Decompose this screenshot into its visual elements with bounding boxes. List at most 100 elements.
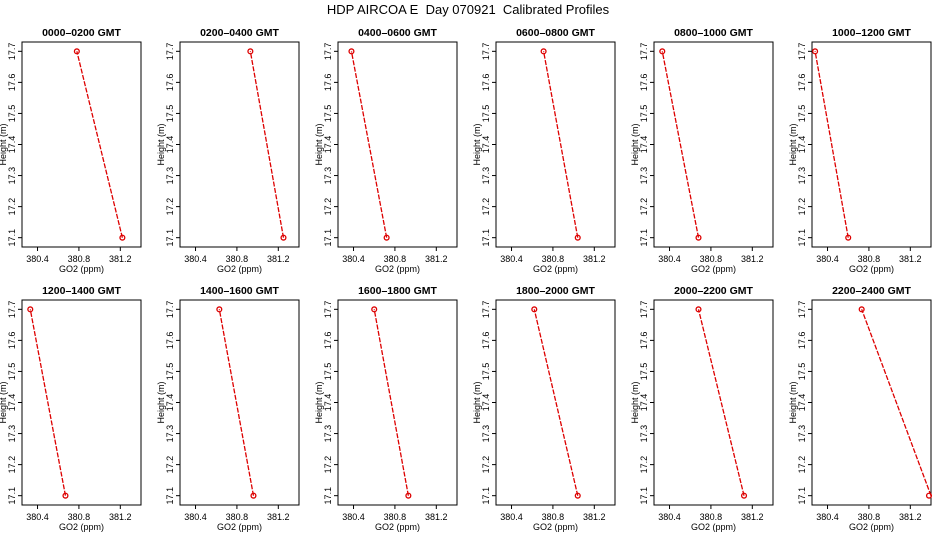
y-tick-label: 17.1	[639, 487, 649, 505]
plot-frame	[337, 41, 458, 248]
x-tick-label: 381.2	[583, 512, 606, 522]
y-axis-label: Height (m)	[0, 381, 8, 423]
y-axis-label: Height (m)	[314, 123, 324, 165]
x-tick-label: 381.2	[109, 254, 132, 264]
y-tick-label: 17.7	[797, 301, 807, 319]
y-axis-label: Height (m)	[788, 123, 798, 165]
panel-10: 1800–2000 GMT 17.1 17.2 17.3 17.4 17.5 17.6 17.…	[472, 285, 616, 532]
x-tick-label: 380.4	[500, 512, 523, 522]
x-tick-label: 381.2	[741, 254, 764, 264]
panel-title: 1000–1200 GMT	[832, 27, 911, 39]
data-point	[348, 48, 355, 55]
y-tick-label: 17.7	[639, 301, 649, 319]
y-tick-label: 17.7	[165, 43, 175, 61]
y-tick-label: 17.7	[639, 43, 649, 61]
plot-frame	[179, 299, 300, 506]
y-tick-label: 17.3	[797, 425, 807, 443]
x-axis-label: GO2 (ppm)	[533, 264, 578, 274]
x-axis-label: GO2 (ppm)	[691, 522, 736, 532]
y-tick-label: 17.3	[165, 167, 175, 185]
data-point	[574, 492, 581, 499]
x-tick-label: 381.2	[425, 512, 448, 522]
panel-2: 0200–0400 GMT 17.1 17.2 17.3 17.4 17.5 17.6 17.…	[156, 27, 300, 274]
panel-title: 0200–0400 GMT	[200, 27, 279, 39]
panel-8: 1400–1600 GMT 17.1 17.2 17.3 17.4 17.5 17.6 17.…	[156, 285, 300, 532]
y-tick-label: 17.6	[639, 332, 649, 350]
y-tick-label: 17.4	[323, 394, 333, 412]
y-tick-label: 17.2	[481, 456, 491, 474]
x-axis-label: GO2 (ppm)	[375, 522, 420, 532]
x-tick-label: 380.4	[184, 254, 207, 264]
y-tick-label: 17.2	[323, 198, 333, 216]
y-tick-label: 17.2	[165, 198, 175, 216]
panel-title: 0400–0600 GMT	[358, 27, 437, 39]
x-tick-label: 380.8	[700, 512, 723, 522]
panel-6: 1000–1200 GMT 17.1 17.2 17.3 17.4 17.5 17.6 17.…	[788, 27, 932, 274]
y-tick-label: 17.3	[7, 167, 17, 185]
data-point	[119, 234, 126, 241]
data-point	[812, 48, 819, 55]
series-line	[249, 51, 285, 238]
data-point	[695, 234, 702, 241]
panel-9: 1600–1800 GMT 17.1 17.2 17.3 17.4 17.5 17.6 17.…	[314, 285, 458, 532]
y-tick-label: 17.3	[481, 167, 491, 185]
y-axis-label: Height (m)	[630, 123, 640, 165]
y-tick-label: 17.4	[165, 394, 175, 412]
plot-frame	[653, 41, 774, 248]
panel-title: 0600–0800 GMT	[516, 27, 595, 39]
x-tick-label: 381.2	[109, 512, 132, 522]
y-tick-label: 17.6	[639, 74, 649, 92]
panel-title: 1800–2000 GMT	[516, 285, 595, 297]
y-tick-label: 17.4	[7, 136, 17, 154]
series-line	[814, 51, 849, 238]
x-axis-label: GO2 (ppm)	[375, 264, 420, 274]
x-tick-label: 381.2	[583, 254, 606, 264]
y-tick-label: 17.2	[165, 456, 175, 474]
series-line	[661, 51, 700, 238]
data-point	[845, 234, 852, 241]
x-tick-label: 381.2	[425, 254, 448, 264]
y-tick-label: 17.4	[639, 136, 649, 154]
y-tick-label: 17.6	[7, 74, 17, 92]
y-tick-label: 17.5	[797, 105, 807, 123]
data-point	[574, 234, 581, 241]
y-axis-label: Height (m)	[314, 381, 324, 423]
x-tick-label: 380.4	[26, 512, 49, 522]
panel-title: 0800–1000 GMT	[674, 27, 753, 39]
y-tick-label: 17.6	[165, 332, 175, 350]
panel-title: 2000–2200 GMT	[674, 285, 753, 297]
data-point	[925, 492, 933, 499]
y-tick-label: 17.5	[7, 363, 17, 381]
x-tick-label: 380.8	[858, 512, 881, 522]
y-tick-label: 17.7	[323, 301, 333, 319]
y-tick-label: 17.6	[323, 74, 333, 92]
y-tick-label: 17.5	[481, 363, 491, 381]
x-axis-label: GO2 (ppm)	[59, 264, 104, 274]
x-tick-label: 380.8	[68, 254, 91, 264]
y-tick-label: 17.5	[481, 105, 491, 123]
y-tick-label: 17.1	[481, 229, 491, 247]
x-axis-label: GO2 (ppm)	[217, 522, 262, 532]
y-tick-label: 17.6	[481, 74, 491, 92]
y-tick-label: 17.3	[165, 425, 175, 443]
panel-1: 0000–0200 GMT 17.1 17.2 17.3 17.4 17.5 17.6 17.…	[0, 27, 142, 274]
y-tick-label: 17.1	[7, 487, 17, 505]
y-tick-label: 17.4	[165, 136, 175, 154]
data-point	[659, 48, 666, 55]
y-axis-label: Height (m)	[472, 123, 482, 165]
x-tick-label: 380.4	[658, 254, 681, 264]
y-tick-label: 17.3	[323, 425, 333, 443]
y-axis-label: Height (m)	[472, 381, 482, 423]
y-tick-label: 17.5	[7, 105, 17, 123]
y-tick-label: 17.1	[797, 487, 807, 505]
y-tick-label: 17.4	[639, 394, 649, 412]
y-tick-label: 17.6	[797, 74, 807, 92]
y-tick-label: 17.4	[481, 136, 491, 154]
series-line	[350, 51, 388, 238]
plot-frame	[21, 299, 142, 506]
x-axis-label: GO2 (ppm)	[691, 264, 736, 274]
series-line	[76, 51, 124, 238]
x-tick-label: 380.4	[500, 254, 523, 264]
